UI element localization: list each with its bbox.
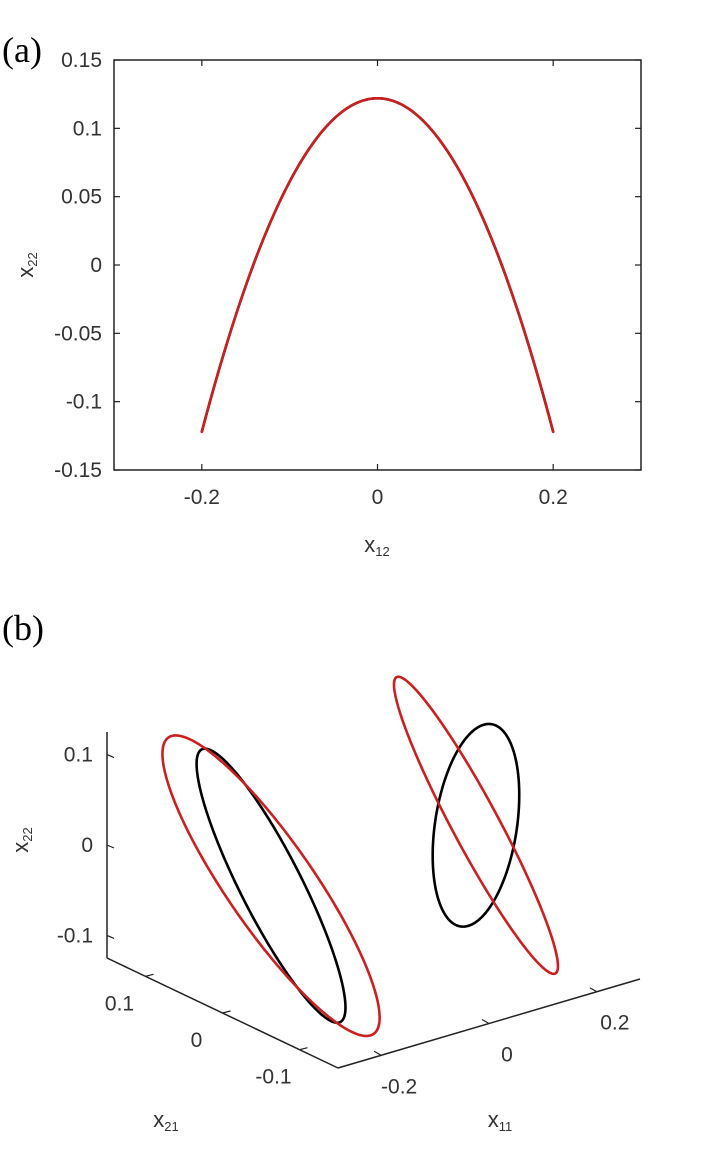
panel-a-label: (a) xyxy=(2,30,42,70)
panel-b-curves xyxy=(161,675,560,1038)
panel-b-series-4-orbit xyxy=(392,675,560,976)
panel-a-series-2-curve xyxy=(200,96,555,434)
panel-a-curves xyxy=(200,96,555,434)
panel-b-ytick-mark xyxy=(145,973,154,977)
panel-b-xtick-mark xyxy=(589,987,598,993)
panel-a-ytick-label: 0.1 xyxy=(73,117,102,140)
panel-b-ytick-mark xyxy=(299,1047,308,1051)
panel-b-ticks: -0.1 0 0.1 -0.1 0 0.1 -0.2 0 0.2 xyxy=(57,744,630,1099)
panel-b-ztick-mark xyxy=(106,844,115,849)
panel-b-ytick-label: 0 xyxy=(191,1029,203,1052)
panel-b-chart: (b) -0.1 0 0.1 -0.1 0 0.1 -0.2 0 0.2 x11 x21 x22 xyxy=(2,608,641,1134)
panel-a-ytick-label: -0.15 xyxy=(54,459,102,482)
panel-b-ytick-label: 0.1 xyxy=(105,992,134,1015)
panel-a-ytick-label: -0.05 xyxy=(54,322,102,345)
panel-b-ytick-mark xyxy=(222,1010,231,1014)
panel-a-xlabel: x12 xyxy=(364,532,389,559)
panel-b-zlabel: x22 xyxy=(8,827,35,852)
panel-b-xlabel: x11 xyxy=(488,1107,513,1134)
panel-a-xtick-label: 0 xyxy=(372,486,384,509)
panel-a-ylabel: x22 xyxy=(13,252,40,277)
panel-a-ytick-label: 0 xyxy=(90,254,102,277)
panel-a-xtick-label: 0.2 xyxy=(539,486,568,509)
panel-b-series-2-orbit xyxy=(431,722,521,928)
panel-b-ztick-mark xyxy=(106,754,115,759)
panel-a-plot-frame xyxy=(113,59,642,471)
panel-a-chart: (a) -0.2 0 0.2 -0.15 -0.1 -0.05 0 0.05 0.1 0.15 x… xyxy=(2,30,642,559)
panel-a-ytick-label: -0.1 xyxy=(66,391,102,414)
panel-b-ztick-label: 0 xyxy=(81,834,93,857)
panel-b-xtick-mark xyxy=(481,1018,490,1025)
panel-a-ytick-label: 0.15 xyxy=(61,49,102,72)
panel-b-ztick-mark xyxy=(106,934,115,939)
panel-b-xtick-mark xyxy=(373,1050,382,1056)
panel-b-ytick-label: -0.1 xyxy=(255,1066,291,1089)
panel-a-ticks: -0.2 0 0.2 -0.15 -0.1 -0.05 0 0.05 0.1 0.15 xyxy=(54,49,641,509)
panel-b-ztick-label: 0.1 xyxy=(64,744,93,767)
panel-b-ztick-label: -0.1 xyxy=(57,924,93,947)
panel-a-xtick-label: -0.2 xyxy=(184,486,220,509)
panel-b-xtick-label: -0.2 xyxy=(381,1075,417,1098)
panel-b-label: (b) xyxy=(2,608,44,648)
panel-b-xtick-label: 0.2 xyxy=(600,1012,629,1035)
panel-b-series-1-orbit xyxy=(195,747,347,1025)
panel-a-ytick-label: 0.05 xyxy=(61,186,102,209)
panel-b-series-3-orbit xyxy=(161,734,381,1038)
panel-b-ylabel: x21 xyxy=(153,1107,178,1134)
panel-b-xtick-label: 0 xyxy=(501,1044,513,1067)
